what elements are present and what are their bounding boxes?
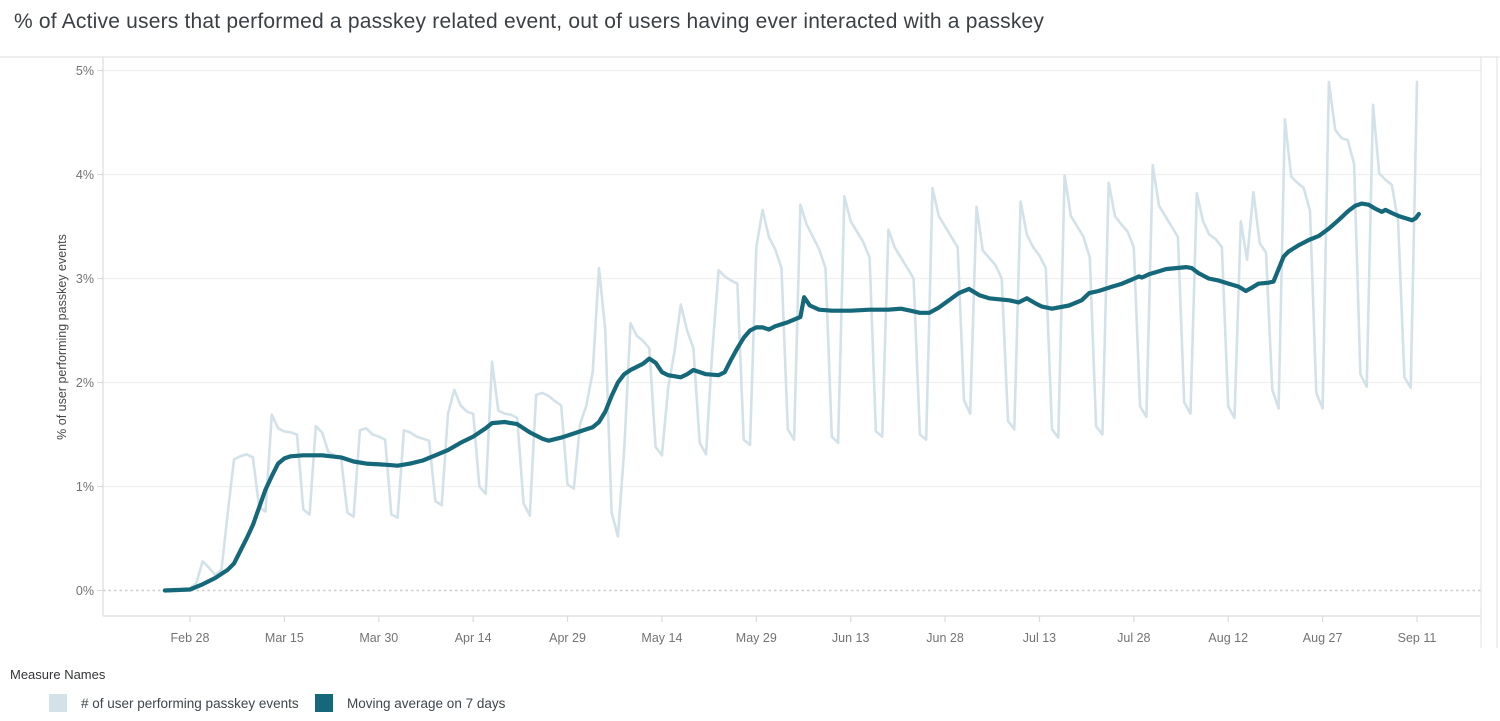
x-tick-label: Aug 27 [1303,631,1343,645]
legend-label-moving-average: Moving average on 7 days [347,695,506,711]
daily-series-line[interactable] [163,80,1419,592]
x-tick-label: May 29 [736,631,777,645]
legend: Measure Names # of user performing passk… [10,667,505,712]
y-tick-label: 0% [76,584,94,598]
x-tick-label: Apr 29 [549,631,586,645]
moving-average-line[interactable] [162,201,1422,593]
y-tick-label: 2% [76,376,94,390]
legend-item-daily-series[interactable]: # of user performing passkey events [49,694,299,712]
x-tick-label: Aug 12 [1208,631,1248,645]
legend-swatch-moving-average[interactable] [315,694,333,712]
x-tick-label: Feb 28 [171,631,210,645]
x-tick-label: Mar 15 [265,631,304,645]
x-tick-label: Jun 28 [926,631,964,645]
y-tick-label: 4% [76,168,94,182]
x-tick-label: Sep 11 [1398,631,1437,645]
chart-title: % of Active users that performed a passk… [14,10,1045,33]
legend-label-daily-series: # of user performing passkey events [81,695,299,711]
y-tick-label: 3% [76,272,94,286]
y-tick-label: 1% [76,480,94,494]
y-tick-label: 5% [76,64,94,78]
legend-item-moving-average[interactable]: Moving average on 7 days [315,694,505,712]
x-tick-label: Jul 28 [1117,631,1150,645]
legend-title: Measure Names [10,667,106,682]
x-tick-label: Jul 13 [1023,631,1056,645]
x-tick-label: Jun 13 [832,631,870,645]
x-tick-label: Mar 30 [359,631,398,645]
legend-items: # of user performing passkey events Movi… [10,694,1410,714]
x-tick-label: Apr 14 [455,631,492,645]
legend-swatch-daily-series[interactable] [49,694,67,712]
line-chart: 0% 1% 2% 3% 4% 5% Feb 28 Mar 15 Mar 30 Apr 14 Apr … [0,56,1500,648]
x-tick-label: May 14 [641,631,682,645]
y-axis-title: % of user performing passkey events [55,234,69,440]
